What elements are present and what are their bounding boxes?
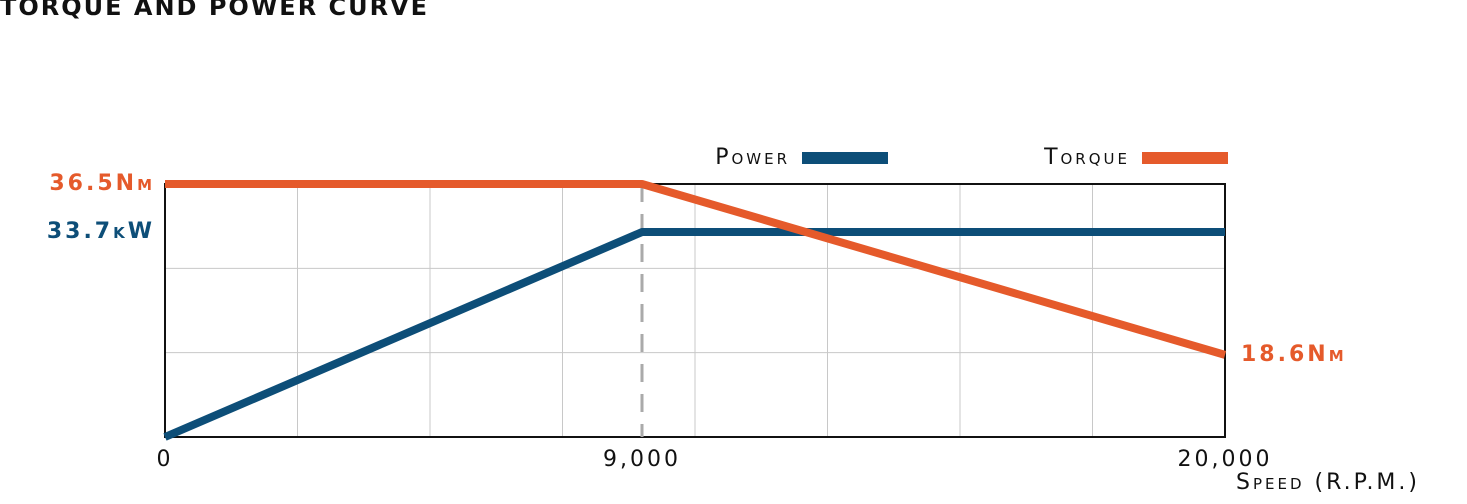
chart-title: TORQUE AND POWER CURVE xyxy=(0,0,429,21)
value-label: 18.6Nm xyxy=(1241,342,1347,367)
series-line xyxy=(163,228,1225,441)
x-axis-label: Speed (R.P.M.) xyxy=(1236,470,1420,495)
x-tick-label: 20,000 xyxy=(1178,447,1273,472)
legend-swatch xyxy=(1142,152,1228,164)
legend-label: Torque xyxy=(1043,145,1130,170)
series-line xyxy=(165,180,1227,359)
plot-frame xyxy=(164,183,1226,438)
x-tick-label: 0 xyxy=(157,447,174,472)
legend-label: Power xyxy=(715,145,790,170)
x-tick-label: 9,000 xyxy=(603,447,681,472)
legend-swatch xyxy=(802,152,888,164)
value-label: 36.5Nm xyxy=(49,171,155,196)
value-label: 33.7kW xyxy=(47,219,155,244)
